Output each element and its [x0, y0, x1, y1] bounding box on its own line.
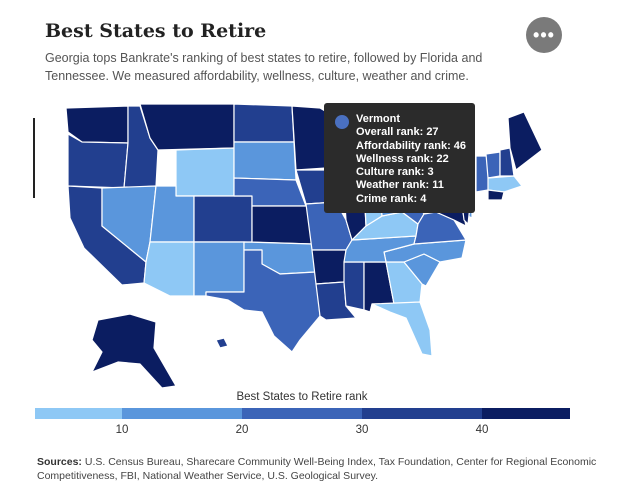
tooltip-overall-rank: Overall rank: 27 — [356, 126, 439, 139]
state-tooltip: Vermont Overall rank: 27 Affordability r… — [324, 103, 475, 213]
state-hawaii[interactable] — [215, 337, 229, 349]
us-choropleth-map — [65, 103, 543, 389]
legend-title: Best States to Retire rank — [236, 391, 368, 403]
state-maine[interactable] — [507, 111, 543, 171]
legend-tick-30: 30 — [355, 424, 369, 436]
legend-tick-20: 20 — [235, 424, 249, 436]
tooltip-state-name: Vermont — [356, 113, 401, 125]
legend-swatch-2 — [122, 408, 242, 419]
state-montana[interactable] — [139, 103, 235, 151]
state-washington[interactable] — [65, 105, 129, 144]
state-north-dakota[interactable] — [233, 103, 295, 143]
state-connecticut[interactable] — [487, 189, 505, 201]
state-massachusetts[interactable] — [487, 175, 523, 193]
state-texas[interactable] — [205, 249, 321, 353]
sources-note: Sources: U.S. Census Bureau, Sharecare C… — [37, 455, 597, 483]
state-wyoming[interactable] — [175, 147, 235, 197]
legend-color-scale — [35, 408, 570, 419]
tooltip-weather-rank: Weather rank: 11 — [356, 179, 444, 192]
legend-tick-40: 40 — [475, 424, 489, 436]
tooltip-wellness-rank: Wellness rank: 22 — [356, 152, 449, 165]
legend-swatch-5 — [482, 408, 570, 419]
legend-swatch-1 — [35, 408, 122, 419]
more-dots-icon: ••• — [533, 24, 555, 45]
tooltip-color-dot — [335, 115, 349, 129]
state-colorado[interactable] — [193, 195, 253, 243]
more-options-button[interactable]: ••• — [526, 17, 562, 53]
sources-label: Sources: — [37, 456, 82, 468]
sources-text: U.S. Census Bureau, Sharecare Community … — [37, 456, 597, 482]
state-florida[interactable] — [371, 301, 433, 357]
legend-swatch-4 — [362, 408, 482, 419]
tooltip-affordability-rank: Affordability rank: 46 — [356, 139, 467, 152]
chart-subtitle: Georgia tops Bankrate's ranking of best … — [45, 51, 483, 83]
chart-title: Best States to Retire — [45, 20, 267, 42]
state-new-mexico[interactable] — [193, 241, 245, 297]
legend-tick-10: 10 — [115, 424, 129, 436]
state-arizona[interactable] — [143, 241, 195, 297]
state-kansas[interactable] — [251, 205, 313, 245]
state-vermont[interactable] — [485, 151, 501, 179]
tooltip-crime-rank: Crime rank: 4 — [356, 192, 427, 205]
state-arkansas[interactable] — [311, 249, 347, 285]
state-mississippi[interactable] — [343, 261, 365, 311]
state-south-dakota[interactable] — [233, 141, 297, 181]
state-alaska[interactable] — [91, 313, 177, 389]
legend-swatch-3 — [242, 408, 362, 419]
map-edge-marker — [33, 118, 35, 198]
tooltip-culture-rank: Culture rank: 3 — [356, 166, 434, 179]
